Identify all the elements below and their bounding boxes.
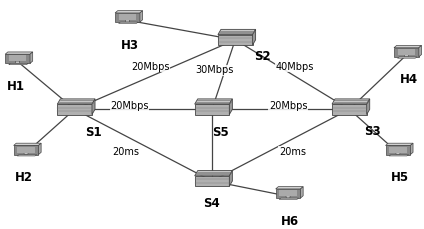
- Polygon shape: [229, 99, 232, 114]
- Polygon shape: [229, 171, 232, 186]
- Polygon shape: [17, 155, 37, 156]
- Text: H6: H6: [281, 215, 299, 228]
- Polygon shape: [30, 52, 33, 63]
- Polygon shape: [276, 189, 301, 198]
- Text: 20ms: 20ms: [112, 147, 139, 157]
- Polygon shape: [279, 190, 297, 196]
- Polygon shape: [24, 152, 28, 155]
- Polygon shape: [126, 20, 130, 22]
- Polygon shape: [9, 55, 26, 61]
- Text: 20Mbps: 20Mbps: [110, 101, 149, 111]
- Polygon shape: [389, 147, 407, 153]
- Polygon shape: [14, 145, 39, 155]
- Polygon shape: [195, 99, 232, 104]
- Polygon shape: [367, 99, 370, 114]
- Polygon shape: [301, 187, 303, 198]
- Polygon shape: [253, 29, 256, 45]
- Polygon shape: [332, 99, 370, 104]
- Text: H5: H5: [391, 171, 409, 184]
- Polygon shape: [410, 143, 413, 155]
- Polygon shape: [39, 143, 41, 155]
- Text: S3: S3: [364, 125, 381, 138]
- Polygon shape: [140, 11, 142, 22]
- Polygon shape: [385, 145, 410, 155]
- Polygon shape: [5, 54, 30, 63]
- Text: H4: H4: [399, 74, 418, 87]
- Polygon shape: [17, 147, 35, 153]
- Polygon shape: [394, 48, 419, 57]
- Text: S5: S5: [212, 126, 229, 139]
- Polygon shape: [218, 29, 256, 35]
- Polygon shape: [398, 57, 417, 58]
- Polygon shape: [218, 35, 253, 45]
- Text: H1: H1: [6, 80, 25, 93]
- Polygon shape: [195, 104, 229, 114]
- Polygon shape: [115, 11, 142, 13]
- Polygon shape: [398, 49, 415, 55]
- Polygon shape: [396, 152, 400, 155]
- Polygon shape: [15, 61, 20, 63]
- Text: S1: S1: [85, 126, 102, 139]
- Polygon shape: [404, 55, 409, 57]
- Polygon shape: [385, 143, 413, 145]
- Text: S2: S2: [254, 49, 271, 63]
- Text: 40Mbps: 40Mbps: [275, 62, 314, 72]
- Polygon shape: [115, 13, 140, 22]
- Text: H2: H2: [15, 171, 33, 184]
- Polygon shape: [419, 45, 421, 57]
- Polygon shape: [92, 99, 95, 114]
- Polygon shape: [5, 52, 33, 54]
- Polygon shape: [286, 196, 290, 198]
- Text: H3: H3: [120, 39, 139, 52]
- Polygon shape: [279, 198, 299, 199]
- Polygon shape: [394, 45, 421, 48]
- Polygon shape: [332, 104, 367, 114]
- Polygon shape: [389, 155, 409, 156]
- Polygon shape: [195, 176, 229, 186]
- Polygon shape: [119, 22, 138, 23]
- Polygon shape: [57, 104, 92, 114]
- Text: 20ms: 20ms: [279, 147, 306, 157]
- Polygon shape: [9, 63, 28, 65]
- Text: 30Mbps: 30Mbps: [195, 65, 233, 75]
- Polygon shape: [276, 187, 303, 189]
- Text: S4: S4: [204, 197, 220, 210]
- Polygon shape: [195, 171, 232, 176]
- Polygon shape: [14, 143, 41, 145]
- Text: 20Mbps: 20Mbps: [269, 101, 307, 111]
- Text: 20Mbps: 20Mbps: [131, 62, 170, 72]
- Polygon shape: [57, 99, 95, 104]
- Polygon shape: [119, 14, 136, 20]
